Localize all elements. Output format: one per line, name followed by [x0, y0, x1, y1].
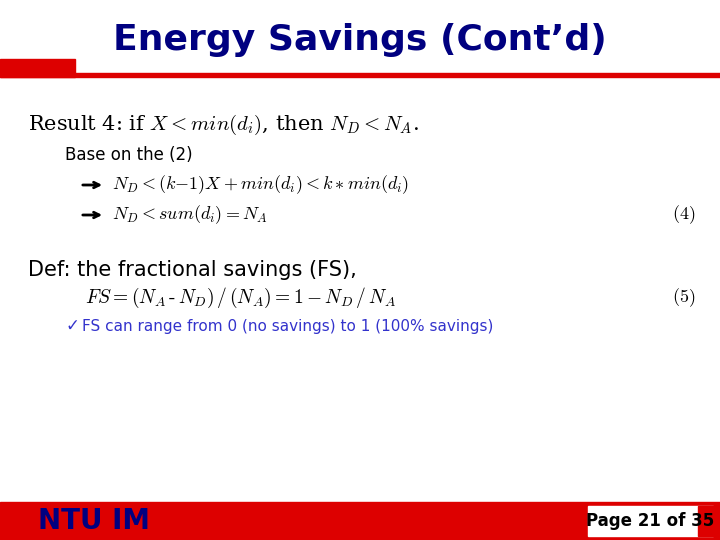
- Text: $N_D < \mathit{sum}(d_i) = N_A$: $N_D < \mathit{sum}(d_i) = N_A$: [112, 204, 268, 226]
- Text: Result 4: if $X < \mathit{min}(d_i)$, then $N_D < N_A$.: Result 4: if $X < \mathit{min}(d_i)$, th…: [28, 113, 419, 137]
- Text: $\mathit{FS} = (N_A \, \text{-} \, N_D) \, / \, (N_A) = 1 - N_D \, / \, N_A$: $\mathit{FS} = (N_A \, \text{-} \, N_D) …: [85, 286, 396, 310]
- Bar: [588, 506, 713, 536]
- Text: Energy Savings (Cont’d): Energy Savings (Cont’d): [113, 23, 607, 57]
- Text: Base on the (2): Base on the (2): [65, 146, 193, 164]
- Text: $N_D < (k\mathrm{-}1)X + \mathit{min}(d_i) < k * \mathit{min}(d_i)$: $N_D < (k\mathrm{-}1)X + \mathit{min}(d_…: [112, 174, 409, 197]
- Bar: [0, 505, 30, 537]
- Text: $(5)$: $(5)$: [672, 287, 695, 309]
- Text: ✓: ✓: [65, 317, 79, 335]
- Bar: [0, 73, 720, 77]
- Bar: [698, 506, 720, 536]
- Text: NTU IM: NTU IM: [38, 507, 150, 535]
- Text: $(4)$: $(4)$: [672, 204, 695, 226]
- Bar: [0, 59, 75, 77]
- Bar: [0, 502, 720, 540]
- Text: Def: the fractional savings (FS),: Def: the fractional savings (FS),: [28, 260, 356, 280]
- Text: FS can range from 0 (no savings) to 1 (100% savings): FS can range from 0 (no savings) to 1 (1…: [82, 319, 493, 334]
- Text: Page 21 of 35: Page 21 of 35: [586, 512, 714, 530]
